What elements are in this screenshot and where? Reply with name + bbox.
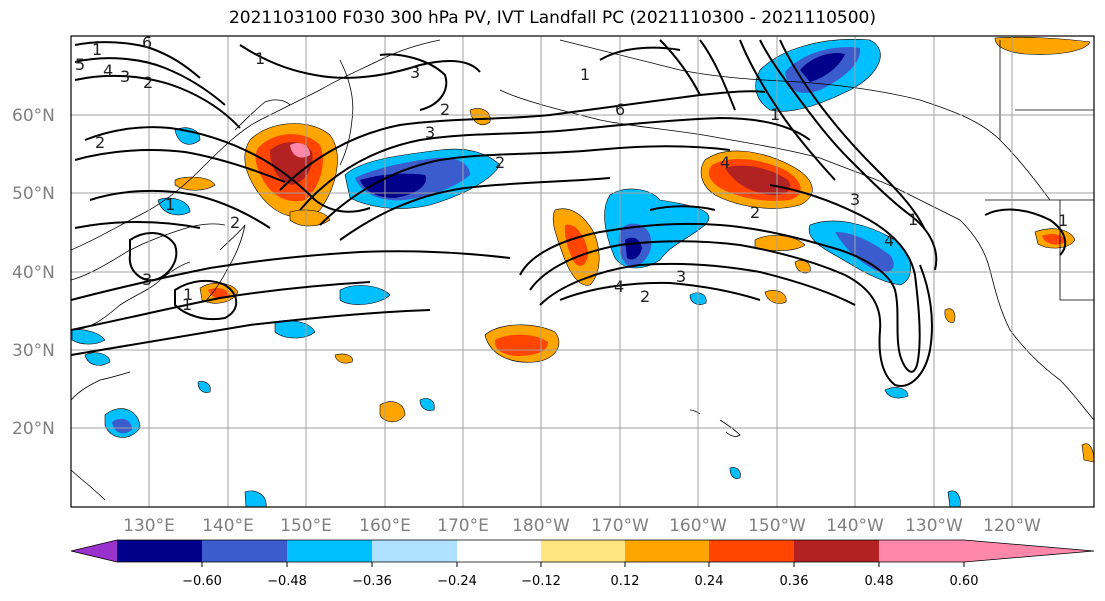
contour-label: 2 xyxy=(143,73,153,92)
lon-label: 130°E xyxy=(123,516,175,536)
colorbar-extend-low xyxy=(71,540,117,562)
lon-label: 140°W xyxy=(826,516,884,536)
contour-label: 2 xyxy=(750,203,760,222)
colorbar-tick: −0.48 xyxy=(267,574,307,589)
colorbar-tick: 0.24 xyxy=(695,574,724,589)
latitude-labels: 60°N 50°N 40°N 30°N 20°N xyxy=(12,106,55,439)
colorbar-tick: −0.12 xyxy=(521,574,561,589)
lon-label: 180°W xyxy=(512,516,570,536)
contour-label: 3 xyxy=(120,67,130,86)
contour-label: 2 xyxy=(440,100,450,119)
coastlines xyxy=(71,39,1094,501)
graticule xyxy=(71,36,1094,507)
lat-label: 40°N xyxy=(12,263,55,283)
contour-label: 4 xyxy=(720,153,730,172)
contour-label: 1 xyxy=(92,40,102,59)
colorbar-tick: −0.36 xyxy=(352,574,392,589)
contour-label: 1 xyxy=(182,295,192,314)
colorbar-bin xyxy=(879,540,964,562)
contour-label: 3 xyxy=(142,270,152,289)
contour-label: 1 xyxy=(580,65,590,84)
contour-label: 4 xyxy=(884,231,894,250)
colorbar-bin xyxy=(457,540,541,562)
lon-label: 170°W xyxy=(591,516,649,536)
contour-label: 1 xyxy=(908,210,918,229)
colorbar-tick: −0.60 xyxy=(182,574,222,589)
colorbar-bin xyxy=(625,540,709,562)
colorbar-bin xyxy=(202,540,287,562)
colorbar-bin xyxy=(117,540,202,562)
colorbar-tick: 0.48 xyxy=(865,574,894,589)
contour-label: 6 xyxy=(142,33,152,52)
colorbar-tick: −0.24 xyxy=(437,574,477,589)
lon-label: 120°W xyxy=(983,516,1041,536)
map-border xyxy=(70,35,1095,508)
pv-anomaly-positive-shading xyxy=(174,36,1094,463)
lon-label: 170°E xyxy=(437,516,489,536)
contour-labels: 1 2 3 4 5 6 1 2 3 2 1 6 4 3 2 1 4 2 3 4 … xyxy=(75,33,1068,314)
colorbar-bin xyxy=(709,540,794,562)
contour-label: 3 xyxy=(425,123,435,142)
contour-label: 4 xyxy=(103,61,113,80)
contour-label: 1 xyxy=(165,195,175,214)
contour-label: 2 xyxy=(230,213,240,232)
map-title: 2021103100 F030 300 hPa PV, IVT Landfall… xyxy=(228,8,876,28)
contour-label: 1 xyxy=(1058,211,1068,230)
lon-label: 160°W xyxy=(669,516,727,536)
lon-label: 140°E xyxy=(202,516,254,536)
contour-label: 1 xyxy=(255,49,265,68)
contour-label: 5 xyxy=(75,55,85,74)
contour-label: 2 xyxy=(95,133,105,152)
colorbar-extend-high xyxy=(964,540,1094,562)
contour-label: 6 xyxy=(615,100,625,119)
contour-label: 1 xyxy=(770,105,780,124)
lat-label: 30°N xyxy=(12,341,55,361)
lon-label: 160°E xyxy=(359,516,411,536)
ivt-contours xyxy=(71,39,1067,387)
contour-label: 1 xyxy=(183,285,193,304)
lat-label: 50°N xyxy=(12,184,55,204)
pv-anomaly-shading xyxy=(71,39,961,507)
colorbar-bin xyxy=(372,540,457,562)
lat-label: 60°N xyxy=(12,106,55,126)
contour-label: 2 xyxy=(640,287,650,306)
colorbar: −0.60 −0.48 −0.36 −0.24 −0.12 0.12 0.24 … xyxy=(70,539,1095,589)
contour-label: 4 xyxy=(614,277,624,296)
colorbar-bin xyxy=(794,540,879,562)
lat-label: 20°N xyxy=(12,419,55,439)
colorbar-bin xyxy=(287,540,372,562)
contour-label: 3 xyxy=(410,63,420,82)
colorbar-bin xyxy=(541,540,625,562)
contour-label: 3 xyxy=(850,190,860,209)
lon-label: 150°E xyxy=(280,516,332,536)
lon-label: 130°W xyxy=(905,516,963,536)
colorbar-tick: 0.36 xyxy=(780,574,809,589)
contour-label: 2 xyxy=(495,153,505,172)
contour-label: 3 xyxy=(676,267,686,286)
colorbar-tick: 0.12 xyxy=(611,574,640,589)
longitude-labels: 130°E 140°E 150°E 160°E 170°E 180°W 170°… xyxy=(123,516,1041,536)
lon-label: 150°W xyxy=(748,516,806,536)
colorbar-tick: 0.60 xyxy=(950,574,979,589)
